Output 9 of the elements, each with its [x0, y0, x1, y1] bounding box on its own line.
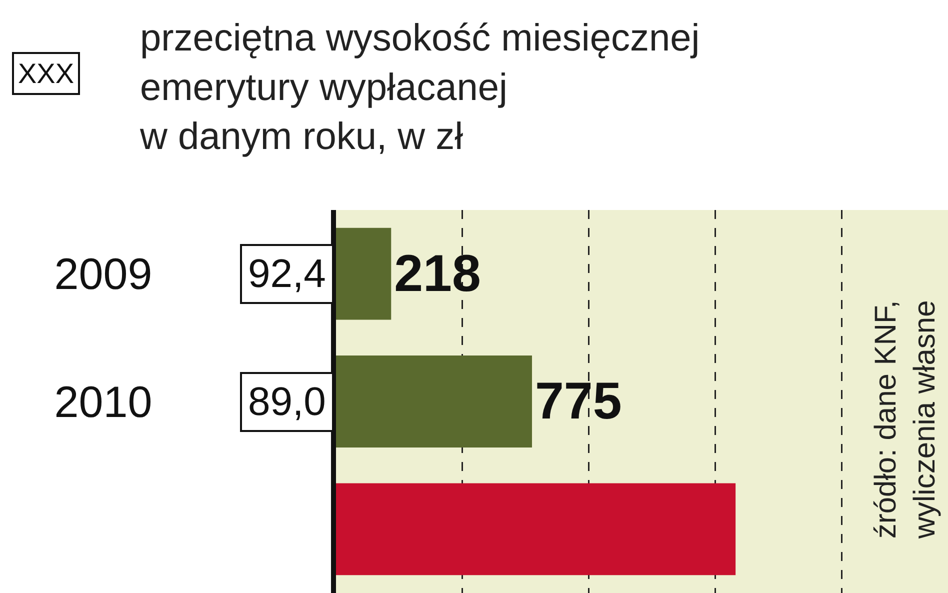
y-tick-label: 2009	[54, 250, 152, 300]
y-tick-label: 2010	[54, 378, 152, 427]
text: XXX	[18, 58, 74, 89]
annotation: źródło: dane KNF, wyliczenia własne	[869, 300, 942, 540]
data-label: 218	[394, 244, 481, 303]
text: 92,4	[248, 252, 326, 296]
chart-title: przeciętna wysokość miesięcznej emerytury wypłacanej w danym roku, w zł	[139, 17, 700, 158]
data-label: 775	[534, 372, 622, 430]
text: 89,0	[248, 380, 326, 424]
